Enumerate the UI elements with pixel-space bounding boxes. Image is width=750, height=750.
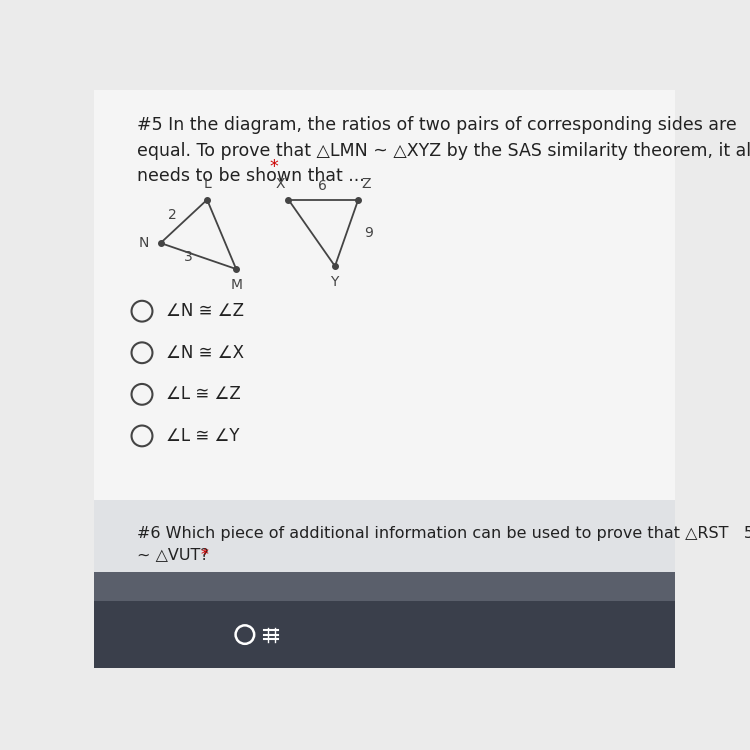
Text: M: M xyxy=(230,278,242,292)
Text: Y: Y xyxy=(329,274,338,289)
FancyBboxPatch shape xyxy=(94,601,675,668)
Text: L: L xyxy=(203,177,211,191)
FancyBboxPatch shape xyxy=(94,90,675,500)
Text: N: N xyxy=(139,236,149,250)
FancyBboxPatch shape xyxy=(94,572,675,601)
FancyBboxPatch shape xyxy=(94,500,675,572)
Text: X: X xyxy=(276,177,286,191)
Text: #6 Which piece of additional information can be used to prove that △RST   5
~ △V: #6 Which piece of additional information… xyxy=(137,526,750,562)
Text: 6: 6 xyxy=(318,178,327,193)
Text: #5 In the diagram, the ratios of two pairs of corresponding sides are
equal. To : #5 In the diagram, the ratios of two pai… xyxy=(137,116,750,185)
Text: *: * xyxy=(200,548,208,563)
Text: ∠L ≅ ∠Z: ∠L ≅ ∠Z xyxy=(166,386,242,404)
Text: ∠L ≅ ∠Y: ∠L ≅ ∠Y xyxy=(166,427,240,445)
Text: *: * xyxy=(270,158,278,176)
Text: ∠N ≅ ∠X: ∠N ≅ ∠X xyxy=(166,344,244,362)
Text: Z: Z xyxy=(362,177,370,191)
Text: 3: 3 xyxy=(184,251,193,265)
Text: 9: 9 xyxy=(364,226,373,240)
Text: ∠N ≅ ∠Z: ∠N ≅ ∠Z xyxy=(166,302,244,320)
Text: 2: 2 xyxy=(168,209,177,222)
